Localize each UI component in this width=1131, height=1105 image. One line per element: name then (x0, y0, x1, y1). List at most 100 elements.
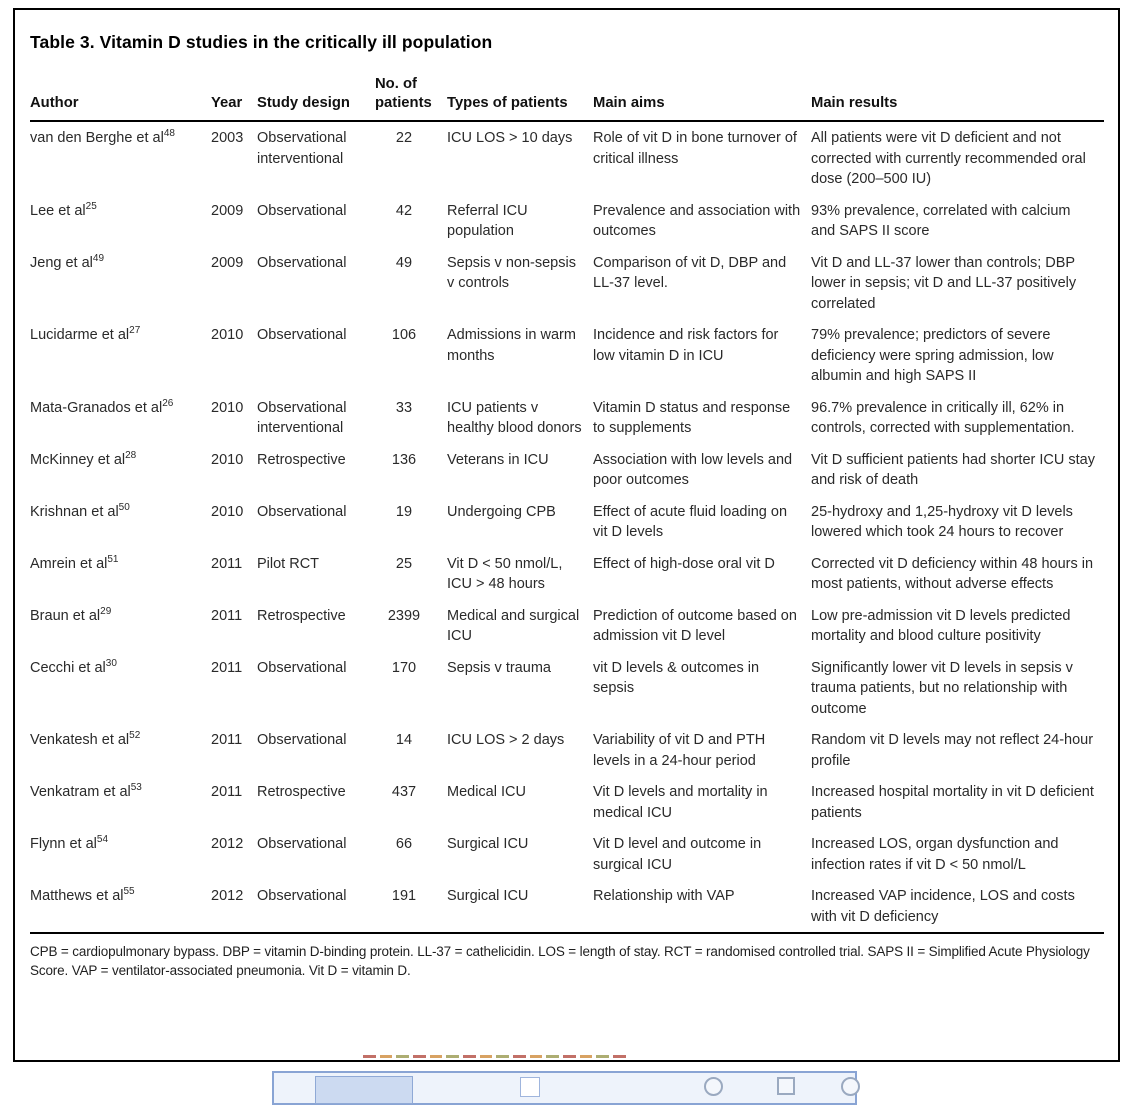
toolbar-checkbox[interactable] (520, 1077, 540, 1097)
results-cell: Random vit D levels may not reflect 24-h… (811, 732, 1094, 769)
year-cell: 2012 (211, 836, 244, 852)
table-row: Matthews et al55 2012 Observational 191 … (30, 880, 1104, 933)
table-row: Venkatram et al53 2011 Retrospective 437… (30, 776, 1104, 828)
author-cell: Mata-Granados et al26 (30, 392, 211, 444)
year-cell: 2009 (211, 202, 244, 219)
types-cell: Medical and surgical ICU (447, 607, 580, 645)
author-name: van den Berghe et al (30, 130, 164, 146)
design-cell: Observational (257, 202, 347, 219)
results-cell: Significantly lower vit D levels in seps… (811, 659, 1073, 717)
types-cell: Undergoing CPB (447, 503, 556, 520)
column-header-author: Author (30, 75, 211, 122)
patients-cell: 2399 (387, 607, 421, 624)
author-name: Lucidarme et al (30, 327, 130, 343)
types-cell: Sepsis v trauma (447, 659, 551, 676)
author-cell: Lee et al25 (30, 195, 211, 247)
year-cell: 2011 (211, 555, 243, 572)
author-cell: Flynn et al54 (30, 828, 211, 880)
aims-cell: Prevalence and association with outcomes (593, 202, 801, 240)
author-name: Cecchi et al (30, 659, 106, 676)
reference-superscript: 28 (125, 449, 137, 461)
table-row: van den Berghe et al48 2003 Observationa… (30, 121, 1104, 195)
table-row: Amrein et al51 2011 Pilot RCT 25 Vit D <… (30, 548, 1104, 600)
year-cell: 2012 (211, 888, 244, 904)
types-cell: Sepsis v non-sepsis v controls (447, 254, 576, 292)
table-row: Braun et al29 2011 Retrospective 2399 Me… (30, 600, 1104, 652)
reference-superscript: 48 (163, 128, 175, 140)
results-cell: Low pre-admission vit D levels predicted… (811, 607, 1071, 645)
reference-superscript: 50 (118, 501, 130, 513)
aims-cell: Association with low levels and poor out… (593, 451, 793, 489)
aims-cell: Effect of high-dose oral vit D (593, 555, 775, 572)
toolbar-dropdown[interactable] (315, 1076, 413, 1104)
patients-cell: 22 (395, 130, 413, 146)
author-name: Amrein et al (30, 555, 108, 572)
author-cell: Venkatram et al53 (30, 776, 211, 828)
reference-superscript: 25 (85, 200, 97, 212)
design-cell: Observational interventional (257, 399, 347, 437)
design-cell: Observational (257, 888, 347, 904)
page-content: Table 3. Vitamin D studies in the critic… (15, 10, 1118, 980)
author-name: Matthews et al (30, 888, 124, 904)
column-header-aims: Main aims (593, 75, 811, 122)
patients-cell: 33 (395, 399, 413, 416)
reference-superscript: 51 (107, 553, 119, 565)
patients-cell: 106 (391, 327, 417, 343)
author-name: Krishnan et al (30, 503, 119, 520)
year-cell: 2011 (211, 784, 243, 800)
paper-page: Table 3. Vitamin D studies in the critic… (13, 8, 1120, 1062)
year-cell: 2010 (211, 503, 244, 520)
footnote: CPB = cardiopulmonary bypass. DBP = vita… (30, 944, 1090, 978)
design-cell: Retrospective (257, 784, 346, 800)
reference-superscript: 52 (129, 730, 141, 742)
patients-cell: 49 (395, 254, 413, 271)
patients-cell: 191 (391, 888, 417, 904)
aims-cell: Effect of acute fluid loading on vit D l… (593, 503, 788, 541)
design-cell: Observational (257, 327, 347, 343)
results-cell: 96.7% prevalence in critically ill, 62% … (811, 399, 1075, 437)
results-cell: Increased hospital mortality in vit D de… (811, 784, 1094, 821)
table-header: Author Year Study design No. of patients… (30, 75, 1104, 122)
types-cell: Surgical ICU (447, 888, 529, 904)
author-cell: McKinney et al28 (30, 444, 211, 496)
results-cell: 25-hydroxy and 1,25-hydroxy vit D levels… (811, 503, 1073, 541)
reference-superscript: 30 (105, 657, 117, 669)
year-cell: 2009 (211, 254, 244, 271)
design-cell: Observational (257, 254, 347, 271)
column-header-design: Study design (257, 75, 375, 122)
reference-superscript: 49 (92, 252, 105, 264)
patients-cell: 66 (395, 836, 413, 852)
types-cell: Vit D < 50 nmol/L, ICU > 48 hours (447, 555, 563, 593)
author-name: Braun et al (30, 607, 101, 624)
types-cell: Surgical ICU (447, 836, 529, 852)
patients-cell: 19 (395, 503, 413, 520)
aims-cell: Vitamin D status and response to supplem… (593, 399, 791, 437)
column-header-patients: No. of patients (375, 75, 447, 122)
table-row: Jeng et al49 2009 Observational 49 Sepsi… (30, 247, 1104, 320)
design-cell: Retrospective (257, 607, 346, 624)
reference-superscript: 27 (129, 325, 141, 337)
aims-cell: Prediction of outcome based on admission… (593, 607, 797, 645)
clipped-text-fragment (363, 1055, 627, 1058)
results-cell: All patients were vit D deficient and no… (811, 130, 1086, 187)
results-cell: Corrected vit D deficiency within 48 hou… (811, 555, 1094, 593)
types-cell: Medical ICU (447, 784, 526, 800)
table-row: McKinney et al28 2010 Retrospective 136 … (30, 444, 1104, 496)
results-cell: 93% prevalence, correlated with calcium … (811, 202, 1071, 240)
table-row: Venkatesh et al52 2011 Observational 14 … (30, 724, 1104, 776)
table-row: Krishnan et al50 2010 Observational 19 U… (30, 496, 1104, 548)
table-body: van den Berghe et al48 2003 Observationa… (30, 121, 1104, 933)
design-cell: Observational interventional (257, 130, 347, 167)
types-cell: ICU LOS > 10 days (447, 130, 573, 146)
aims-cell: Vit D levels and mortality in medical IC… (593, 784, 768, 821)
table-title: Table 3. Vitamin D studies in the critic… (30, 32, 493, 52)
patients-cell: 437 (391, 784, 417, 800)
aims-cell: Comparison of vit D, DBP and LL-37 level… (593, 254, 787, 292)
studies-table: Author Year Study design No. of patients… (30, 75, 1104, 934)
year-cell: 2011 (211, 607, 243, 624)
author-name: Mata-Granados et al (30, 399, 163, 416)
design-cell: Retrospective (257, 451, 346, 468)
author-cell: Braun et al29 (30, 600, 211, 652)
author-cell: Venkatesh et al52 (30, 724, 211, 776)
column-header-patients-line2: patients (375, 95, 432, 111)
